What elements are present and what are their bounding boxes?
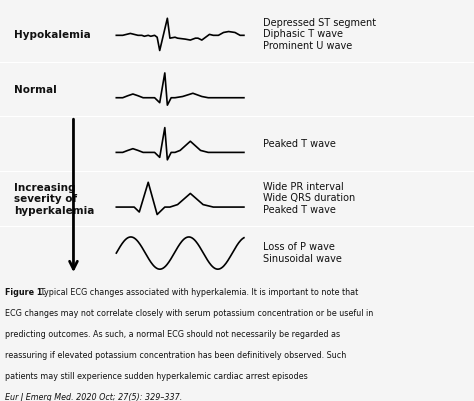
Text: Typical ECG changes associated with hyperkalemia. It is important to note that: Typical ECG changes associated with hype… <box>38 287 358 296</box>
Text: Peaked T wave: Peaked T wave <box>263 138 336 148</box>
Text: Hypokalemia: Hypokalemia <box>14 30 91 40</box>
Text: reassuring if elevated potassium concentration has been definitively observed. S: reassuring if elevated potassium concent… <box>5 350 346 359</box>
Text: Depressed ST segment
Diphasic T wave
Prominent U wave: Depressed ST segment Diphasic T wave Pro… <box>263 18 375 51</box>
Text: ECG changes may not correlate closely with serum potassium concentration or be u: ECG changes may not correlate closely wi… <box>5 308 373 317</box>
Text: Figure 1.: Figure 1. <box>5 287 45 296</box>
Text: Loss of P wave
Sinusoidal wave: Loss of P wave Sinusoidal wave <box>263 241 341 263</box>
Text: Wide PR interval
Wide QRS duration
Peaked T wave: Wide PR interval Wide QRS duration Peake… <box>263 181 355 215</box>
Text: Eur J Emerg Med. 2020 Oct; 27(5): 329–337.: Eur J Emerg Med. 2020 Oct; 27(5): 329–33… <box>5 392 182 401</box>
Text: Increasing
severity of
hyperkalemia: Increasing severity of hyperkalemia <box>14 182 95 215</box>
Text: predicting outcomes. As such, a normal ECG should not necessarily be regarded as: predicting outcomes. As such, a normal E… <box>5 329 340 338</box>
Text: patients may still experience sudden hyperkalemic cardiac arrest episodes: patients may still experience sudden hyp… <box>5 371 308 380</box>
Text: Normal: Normal <box>14 85 57 95</box>
